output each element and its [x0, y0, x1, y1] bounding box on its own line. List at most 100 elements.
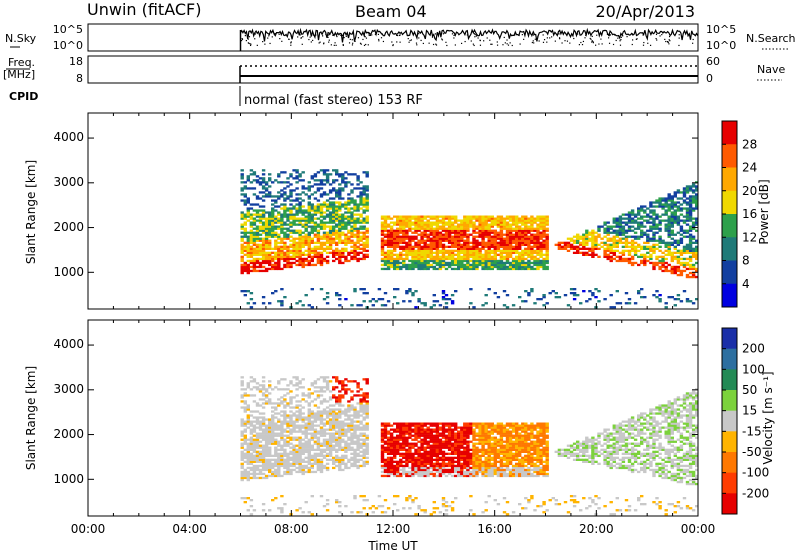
echo-cell	[643, 225, 647, 228]
echo-cell	[389, 217, 394, 220]
echo-cell	[264, 251, 269, 254]
echo-cell	[463, 235, 467, 238]
echo-cell	[466, 247, 470, 250]
sky-noise-dot	[334, 42, 336, 44]
echo-cell	[307, 237, 311, 240]
echo-cell	[264, 464, 269, 468]
echo-cell	[264, 225, 269, 228]
echo-cell	[252, 509, 257, 512]
echo-cell	[341, 422, 345, 425]
echo-cell	[255, 213, 260, 216]
echo-cell	[264, 267, 269, 271]
echo-cell	[441, 239, 446, 242]
echo-cell	[350, 233, 354, 236]
echo-cell	[484, 233, 488, 236]
sky-noise-dot	[617, 37, 619, 39]
echo-cell	[313, 245, 318, 248]
echo-cell	[441, 229, 446, 232]
echo-cell	[325, 438, 330, 441]
echo-cell	[460, 265, 464, 269]
echo-cell	[429, 257, 433, 261]
echo-cell	[405, 215, 409, 218]
echo-cell	[612, 245, 616, 248]
echo-cell	[454, 241, 458, 244]
echo-cell	[274, 442, 278, 445]
echo-cell	[582, 290, 586, 293]
echo-cell	[252, 450, 257, 453]
echo-cell	[344, 177, 348, 180]
echo-cell	[274, 440, 278, 443]
echo-cell	[673, 213, 677, 216]
echo-cell	[417, 215, 421, 218]
echo-cell	[682, 245, 687, 248]
power-y-axis-label: Slant Range [km]	[24, 160, 38, 264]
echo-cell	[508, 237, 513, 240]
echo-cell	[594, 243, 598, 246]
echo-cell	[499, 235, 504, 238]
echo-cell	[304, 243, 308, 246]
echo-cell	[307, 239, 311, 242]
echo-cell	[511, 223, 516, 226]
echo-cell	[258, 233, 263, 236]
echo-cell	[389, 231, 394, 234]
echo-cell	[383, 225, 388, 228]
echo-cell	[246, 269, 250, 273]
echo-cell	[362, 191, 366, 194]
sky-noise-dot	[620, 36, 622, 38]
echo-cell	[402, 239, 406, 242]
echo-cell	[246, 213, 250, 216]
echo-cell	[484, 221, 488, 224]
echo-cell	[347, 436, 351, 439]
echo-cell	[289, 235, 293, 238]
echo-cell	[664, 211, 668, 214]
echo-cell	[460, 225, 464, 228]
echo-cell	[249, 298, 254, 301]
echo-cell	[380, 221, 385, 224]
echo-cell	[240, 231, 244, 234]
echo-cell	[444, 217, 449, 220]
echo-cell	[664, 253, 668, 256]
echo-cell	[679, 225, 684, 228]
echo-cell	[313, 223, 318, 226]
echo-cell	[274, 231, 278, 234]
echo-cell	[493, 245, 497, 248]
echo-cell	[627, 211, 632, 214]
echo-cell	[335, 426, 339, 429]
echo-cell	[283, 410, 287, 413]
echo-cell	[249, 499, 254, 502]
echo-cell	[426, 215, 430, 218]
echo-cell	[344, 183, 348, 186]
echo-cell	[594, 296, 598, 299]
echo-cell	[264, 211, 269, 214]
echo-cell	[341, 426, 345, 429]
echo-cell	[481, 219, 485, 222]
echo-cell	[353, 205, 357, 208]
echo-cell	[319, 434, 324, 437]
echo-cell	[652, 227, 656, 230]
echo-cell	[261, 199, 266, 202]
sky-noise-dot	[475, 35, 477, 37]
echo-cell	[685, 207, 690, 210]
echo-cell	[338, 231, 342, 234]
echo-cell	[264, 428, 269, 431]
echo-cell	[295, 302, 299, 305]
echo-cell	[240, 418, 244, 421]
echo-cell	[527, 247, 531, 250]
echo-cell	[271, 388, 275, 391]
echo-cell	[569, 247, 574, 250]
echo-cell	[261, 185, 266, 188]
echo-cell	[280, 420, 284, 423]
echo-cell	[499, 233, 504, 236]
echo-cell	[502, 243, 507, 246]
echo-cell	[478, 253, 482, 256]
echo-cell	[283, 181, 287, 184]
echo-cell	[338, 440, 342, 443]
echo-cell	[246, 420, 250, 423]
echo-cell	[298, 201, 302, 204]
echo-cell	[502, 221, 507, 224]
echo-cell	[469, 249, 473, 252]
echo-cell	[344, 203, 348, 206]
echo-cell	[304, 422, 308, 425]
echo-cell	[691, 241, 696, 244]
echo-cell	[670, 197, 674, 200]
